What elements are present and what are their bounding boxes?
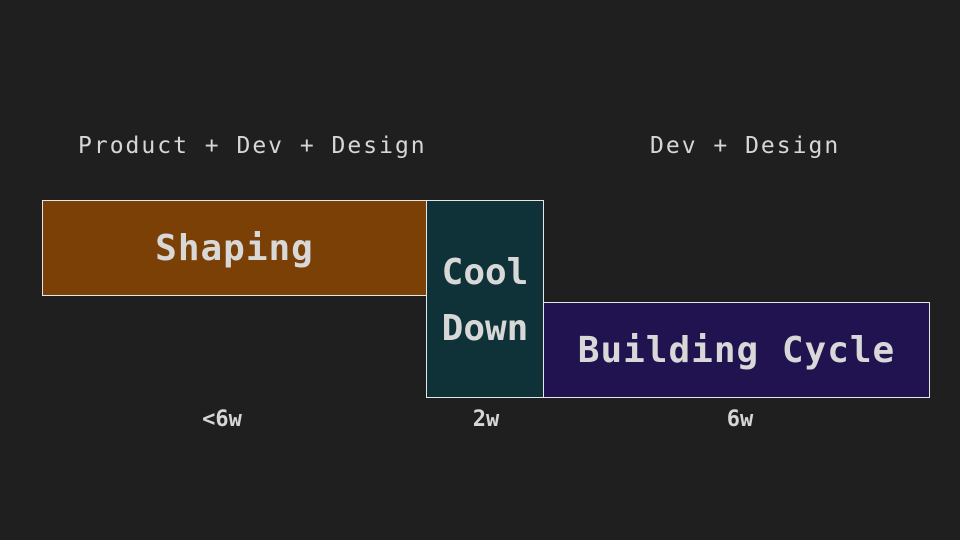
phase-cooldown-label: Cool Down <box>441 252 529 349</box>
team-label-building: Dev + Design <box>650 133 841 159</box>
phase-building-block: Building Cycle <box>543 302 930 398</box>
phase-shaping-label: Shaping <box>155 227 314 269</box>
phase-shaping-block: Shaping <box>42 200 427 296</box>
phase-cooldown-block: Cool Down <box>426 200 544 398</box>
duration-cooldown: 2w <box>472 407 500 432</box>
duration-shaping: <6w <box>202 407 242 432</box>
team-label-shaping: Product + Dev + Design <box>78 133 427 159</box>
phase-building-label: Building Cycle <box>577 329 896 371</box>
duration-building: 6w <box>726 407 754 432</box>
